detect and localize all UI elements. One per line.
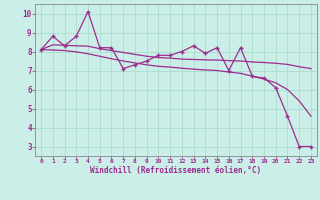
X-axis label: Windchill (Refroidissement éolien,°C): Windchill (Refroidissement éolien,°C) [91,166,261,175]
